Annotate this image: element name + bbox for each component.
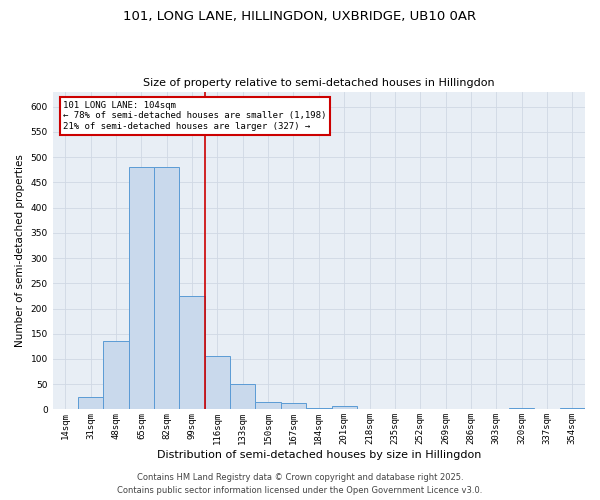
Bar <box>230 384 256 409</box>
Text: 101, LONG LANE, HILLINGDON, UXBRIDGE, UB10 0AR: 101, LONG LANE, HILLINGDON, UXBRIDGE, UB… <box>124 10 476 23</box>
Text: Contains HM Land Registry data © Crown copyright and database right 2025.
Contai: Contains HM Land Registry data © Crown c… <box>118 474 482 495</box>
Bar <box>332 406 357 410</box>
Bar <box>154 167 179 410</box>
Bar <box>509 408 535 410</box>
Bar <box>78 397 103 409</box>
Bar <box>205 356 230 410</box>
Text: 101 LONG LANE: 104sqm
← 78% of semi-detached houses are smaller (1,198)
21% of s: 101 LONG LANE: 104sqm ← 78% of semi-deta… <box>64 101 326 131</box>
Bar <box>306 408 332 410</box>
Bar <box>560 408 585 410</box>
Y-axis label: Number of semi-detached properties: Number of semi-detached properties <box>15 154 25 347</box>
Bar <box>103 342 129 409</box>
X-axis label: Distribution of semi-detached houses by size in Hillingdon: Distribution of semi-detached houses by … <box>157 450 481 460</box>
Bar <box>179 296 205 410</box>
Bar <box>281 403 306 409</box>
Bar <box>129 167 154 410</box>
Title: Size of property relative to semi-detached houses in Hillingdon: Size of property relative to semi-detach… <box>143 78 494 88</box>
Bar <box>256 402 281 409</box>
